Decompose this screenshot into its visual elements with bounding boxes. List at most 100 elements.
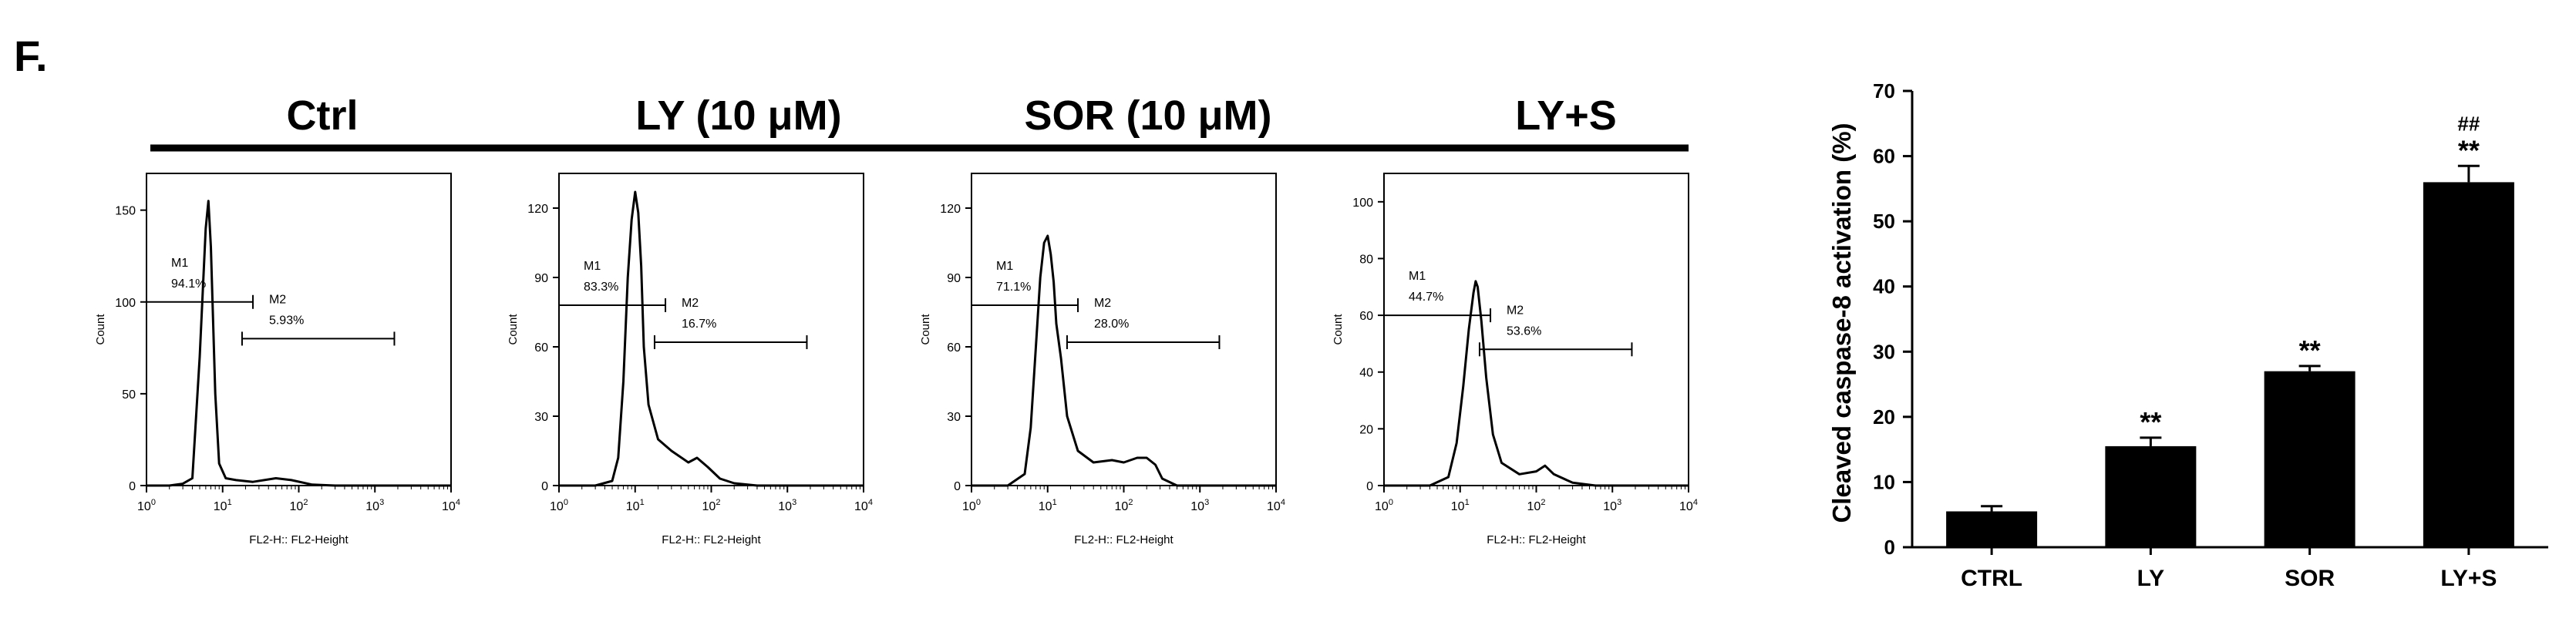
significance-label: ** xyxy=(2140,406,2161,438)
histogram-ylabel: Count xyxy=(1332,314,1345,345)
gate-name: M1 xyxy=(1409,270,1426,283)
x-tick-label: 104 xyxy=(1267,498,1285,513)
histogram-xlabel: FL2-H:: FL2-Height xyxy=(249,533,349,546)
gate-name: M2 xyxy=(269,293,286,306)
x-tick-label: 103 xyxy=(778,498,796,513)
y-tick-label: 100 xyxy=(1352,197,1373,210)
histogram-xlabel: FL2-H:: FL2-Height xyxy=(662,533,761,546)
histogram-curve xyxy=(971,234,1276,487)
bar-y-tick-label: 30 xyxy=(1873,340,1895,363)
x-tick-label: 101 xyxy=(1039,498,1057,513)
histogram-ylabel: Count xyxy=(94,314,107,345)
y-tick-label: 40 xyxy=(1359,367,1373,380)
bar-category-label: LY+S xyxy=(2440,566,2497,591)
gate-percent: 53.6% xyxy=(1507,324,1541,338)
y-tick-label: 20 xyxy=(1359,423,1373,436)
bar-chart: 0 10 20 30 40 50 60 70 Cleaved caspase-8 activat… xyxy=(1827,79,2548,591)
x-tick-label: 102 xyxy=(702,498,721,513)
x-tick-label: 104 xyxy=(442,498,460,513)
y-tick-label: 30 xyxy=(947,411,961,424)
y-tick-label: 60 xyxy=(534,341,548,355)
significance-label-secondary: ## xyxy=(2457,112,2480,135)
y-tick-label: 0 xyxy=(129,480,136,493)
histogram-curve xyxy=(559,190,864,487)
gate-percent: 5.93% xyxy=(269,314,304,327)
x-tick-label: 101 xyxy=(626,498,645,513)
x-tick-label: 100 xyxy=(1375,498,1393,513)
x-tick-label: 101 xyxy=(214,498,232,513)
y-tick-label: 30 xyxy=(534,411,548,424)
bar-category-label: SOR xyxy=(2285,566,2335,591)
gate-name: M1 xyxy=(171,257,188,270)
histogram-curve xyxy=(146,200,451,487)
bar-y-tick-label: 50 xyxy=(1873,210,1895,233)
y-tick-label: 80 xyxy=(1359,253,1373,266)
x-tick-label: 100 xyxy=(550,498,568,513)
y-tick-label: 90 xyxy=(947,272,961,285)
bar-y-tick-label: 0 xyxy=(1884,536,1895,559)
bar-y-tick-label: 60 xyxy=(1873,145,1895,168)
histogram-title: SOR (10 μM) xyxy=(1024,92,1271,139)
gate-percent: 94.1% xyxy=(171,277,206,291)
bar-y-tick-label: 40 xyxy=(1873,275,1895,298)
gate-name: M2 xyxy=(1094,297,1111,310)
y-tick-label: 0 xyxy=(541,480,548,493)
histogram-title: LY+S xyxy=(1515,92,1617,139)
bar-category-label: CTRL xyxy=(1961,566,2022,591)
bar xyxy=(2423,182,2514,547)
x-tick-label: 104 xyxy=(854,498,873,513)
histogram-ylabel: Count xyxy=(919,314,932,345)
histogram-xlabel: FL2-H:: FL2-Height xyxy=(1074,533,1174,546)
gate-percent: 44.7% xyxy=(1409,291,1443,304)
gate-name: M1 xyxy=(584,260,601,273)
bar-y-tick-label: 70 xyxy=(1873,79,1895,103)
gate-percent: 83.3% xyxy=(584,281,618,294)
y-tick-label: 60 xyxy=(947,341,961,355)
histogram-title: LY (10 μM) xyxy=(635,92,841,139)
panel-label: F. xyxy=(14,32,48,80)
histogram-panel: SOR (10 μM) 0 30 60 90 120 100 101 102 103 104 FL2-… xyxy=(919,92,1285,546)
y-tick-label: 90 xyxy=(534,272,548,285)
histogram-frame xyxy=(146,173,452,486)
histogram-panel: LY (10 μM) 0 30 60 90 120 100 101 102 103 104 FL2-H… xyxy=(507,92,873,546)
gate-name: M2 xyxy=(682,297,699,310)
y-tick-label: 50 xyxy=(122,388,136,402)
x-tick-label: 100 xyxy=(137,498,156,513)
x-tick-label: 102 xyxy=(1115,498,1133,513)
bar-y-tick-label: 10 xyxy=(1873,470,1895,493)
histogram-curve xyxy=(1384,280,1689,487)
bar xyxy=(1946,511,2038,547)
bar xyxy=(2105,445,2197,547)
histogram-title: Ctrl xyxy=(287,92,359,139)
x-tick-label: 102 xyxy=(1527,498,1546,513)
x-tick-label: 102 xyxy=(290,498,308,513)
y-tick-label: 100 xyxy=(115,297,136,310)
histogram-xlabel: FL2-H:: FL2-Height xyxy=(1487,533,1586,546)
x-tick-label: 103 xyxy=(365,498,384,513)
y-tick-label: 150 xyxy=(115,205,136,218)
y-tick-label: 120 xyxy=(940,203,961,216)
bar-category-label: LY xyxy=(2137,566,2165,591)
significance-label: ** xyxy=(2458,134,2480,166)
y-tick-label: 0 xyxy=(1366,480,1373,493)
x-tick-label: 103 xyxy=(1190,498,1209,513)
y-tick-label: 60 xyxy=(1359,310,1373,323)
bar-y-tick-label: 20 xyxy=(1873,405,1895,429)
x-tick-label: 104 xyxy=(1679,498,1698,513)
gate-name: M1 xyxy=(996,260,1013,273)
bar xyxy=(2264,371,2355,547)
histogram-ylabel: Count xyxy=(507,314,520,345)
significance-label: ** xyxy=(2299,334,2321,366)
gate-name: M2 xyxy=(1507,304,1524,317)
y-tick-label: 120 xyxy=(527,203,548,216)
x-tick-label: 103 xyxy=(1603,498,1621,513)
x-tick-label: 100 xyxy=(962,498,981,513)
y-tick-label: 0 xyxy=(954,480,961,493)
gate-percent: 28.0% xyxy=(1094,318,1129,331)
bar-y-axis-label: Cleaved caspase-8 activation (%) xyxy=(1827,123,1856,523)
gate-percent: 71.1% xyxy=(996,281,1031,294)
